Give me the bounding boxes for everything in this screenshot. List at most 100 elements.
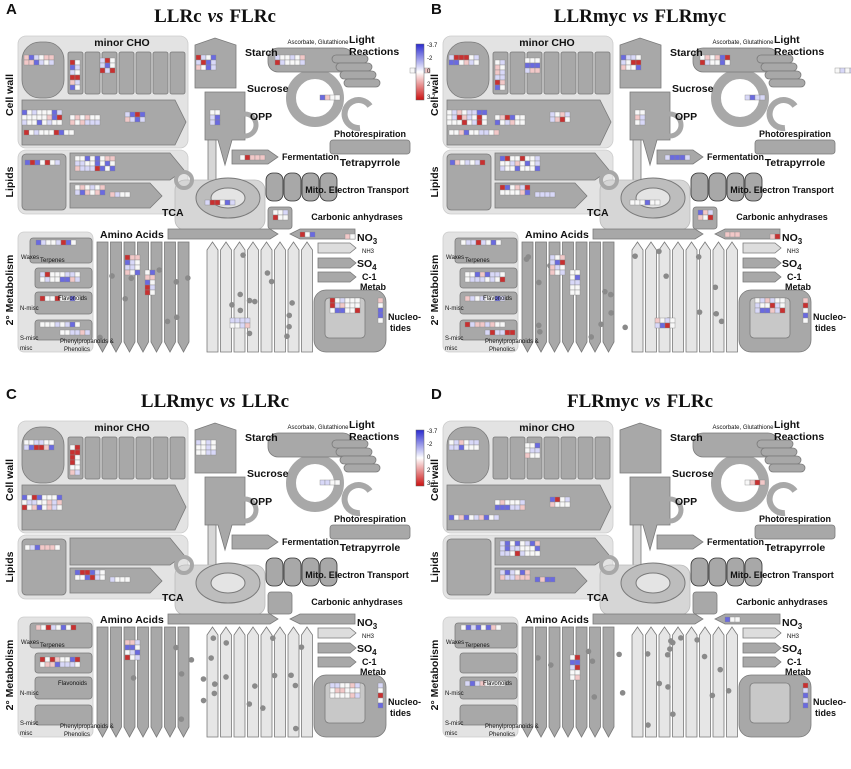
label: OPP: [250, 111, 272, 123]
heat-cell: [48, 444, 55, 451]
heat-cell: [59, 271, 66, 278]
heat-cell: [630, 54, 637, 61]
heat-cell: [534, 452, 541, 459]
heat-cell: [224, 199, 231, 206]
block: [317, 656, 357, 668]
block: [714, 613, 781, 625]
heat-cell: [458, 514, 465, 521]
heat-cell: [39, 661, 46, 668]
heat-cell: [474, 159, 481, 166]
heat-cell: [549, 269, 556, 276]
heat-cell: [659, 317, 666, 324]
block: [177, 241, 190, 353]
heat-cell: [65, 624, 72, 631]
block: [685, 626, 698, 738]
heat-cell: [574, 269, 581, 276]
dot: [667, 646, 673, 652]
heat-cell: [524, 447, 531, 454]
label: Starch: [670, 47, 703, 59]
heat-cell: [195, 54, 202, 61]
dot: [211, 690, 218, 697]
heat-cell: [69, 64, 76, 71]
heat-cell: [33, 129, 40, 136]
dot: [292, 682, 299, 689]
label: Metab: [360, 667, 387, 677]
heat-cell: [774, 302, 781, 309]
heat-cell: [44, 159, 51, 166]
label: Flavonoids: [483, 296, 512, 302]
heat-cell: [574, 669, 581, 676]
heat-cell: [635, 54, 642, 61]
heat-cell: [51, 499, 58, 506]
heat-cell: [129, 111, 136, 118]
heat-cell: [514, 550, 521, 557]
heat-cell: [654, 199, 661, 206]
heat-cell: [569, 659, 576, 666]
heat-cell: [446, 114, 453, 121]
block: [672, 626, 684, 738]
heat-cell: [704, 59, 711, 66]
heat-cell: [474, 276, 481, 283]
heat-cell: [509, 189, 516, 196]
heat-cell: [499, 540, 506, 547]
heat-cell: [200, 439, 207, 446]
block: [317, 257, 357, 269]
heat-cell: [41, 114, 48, 121]
heat-cell: [499, 184, 506, 191]
heat-cell: [129, 644, 136, 651]
block: [339, 70, 377, 80]
heat-cell: [45, 239, 52, 246]
heat-cell: [769, 297, 776, 304]
label: NO3: [782, 617, 803, 631]
heat-cell: [214, 119, 221, 126]
dot: [591, 694, 598, 700]
heat-cell: [46, 114, 53, 121]
heat-cell: [779, 297, 786, 304]
heat-cell: [509, 504, 516, 511]
heat-cell: [134, 254, 141, 261]
block: [575, 626, 588, 738]
heat-cell: [463, 129, 470, 136]
legend-tick-label: 2: [427, 468, 431, 474]
heat-cell: [134, 644, 141, 651]
heat-cell: [69, 454, 76, 461]
block: [446, 484, 612, 531]
heat-cell: [210, 444, 217, 451]
dot: [223, 674, 229, 680]
heat-cell: [481, 109, 488, 116]
title-part: vs: [645, 391, 661, 412]
heat-cell: [569, 664, 576, 671]
heat-cell: [39, 271, 46, 278]
label: N-misc: [20, 306, 39, 312]
block: [167, 228, 279, 240]
heat-cell: [559, 254, 566, 261]
panel-title: LLRmyc vs FLRmyc: [554, 6, 726, 27]
heat-cell: [754, 307, 761, 314]
block: [690, 557, 709, 587]
heat-cell: [299, 231, 306, 238]
arrow: [766, 482, 798, 517]
heat-cell: [124, 654, 131, 661]
heat-cell: [524, 569, 531, 576]
heat-cell: [549, 116, 556, 123]
heat-cell: [59, 656, 66, 663]
heat-cell: [474, 271, 481, 278]
heat-cell: [34, 544, 41, 551]
heat-cell: [465, 239, 472, 246]
dot: [130, 675, 137, 681]
heat-cell: [134, 264, 141, 271]
heat-cell: [499, 680, 506, 687]
block: [521, 626, 534, 738]
heat-cell: [463, 514, 470, 521]
heat-cell: [84, 329, 91, 336]
heat-cell: [564, 111, 571, 118]
heat-cell: [625, 59, 632, 66]
dot: [164, 318, 171, 325]
heat-cell: [89, 165, 96, 172]
heat-cell: [84, 119, 91, 126]
label: Lipids: [4, 166, 16, 197]
heat-cell: [424, 67, 431, 74]
heat-cell: [319, 94, 326, 101]
heat-cell: [254, 154, 261, 161]
label: Ascorbate, Glutathione: [712, 40, 774, 46]
